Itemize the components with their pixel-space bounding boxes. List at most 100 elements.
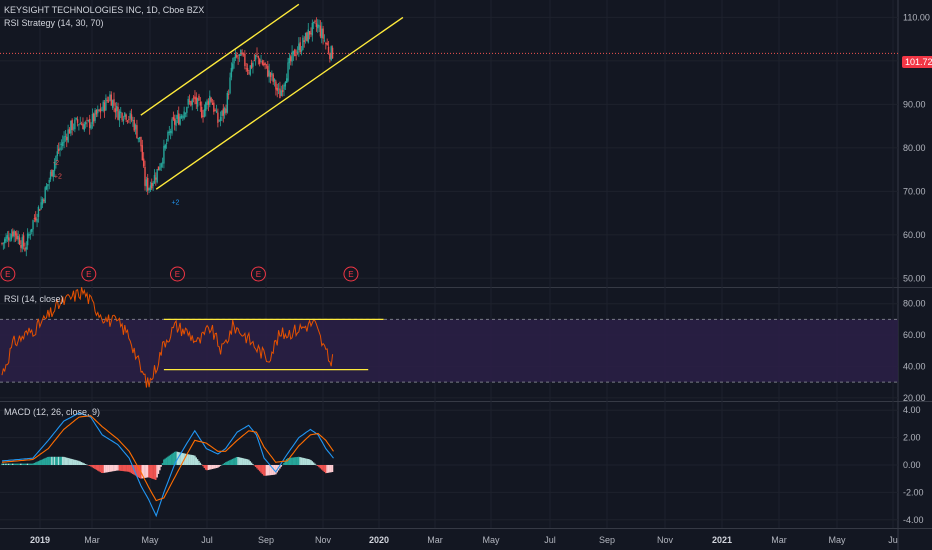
macd-histogram-bar <box>315 464 318 466</box>
rsi-legend[interactable]: RSI (14, close) <box>4 294 64 304</box>
macd-histogram-bar <box>241 457 243 465</box>
macd-histogram-bar <box>13 463 15 465</box>
macd-histogram-bar <box>330 465 332 473</box>
macd-legend[interactable]: MACD (12, 26, close, 9) <box>4 407 101 417</box>
macd-histogram-bar <box>38 460 41 465</box>
macd-histogram-bar <box>64 457 67 465</box>
candle-body <box>48 180 50 183</box>
macd-histogram-bar <box>308 459 311 465</box>
axis-layer: 2019 Mar May Jul Sep Nov 2020 Mar May Jul Sep Nov 20… <box>30 12 931 545</box>
time-axis-label: 2019 <box>30 535 50 545</box>
candle-body <box>99 108 102 113</box>
candle-body <box>79 123 81 124</box>
candle-body <box>140 136 142 147</box>
candle-body <box>115 106 118 112</box>
candle-body <box>12 231 14 236</box>
macd-histogram-bar <box>291 457 293 465</box>
candle-body <box>306 32 308 42</box>
macd-histogram-bar <box>37 461 40 465</box>
candle-body <box>144 166 146 186</box>
candle-body <box>268 70 270 77</box>
macd-histogram-bar <box>253 465 256 466</box>
macd-histogram-bar <box>202 465 204 467</box>
last-price-badge: 101.72 <box>902 56 932 68</box>
candle-body <box>37 206 40 217</box>
strategy-signal-label: +2 <box>171 199 179 206</box>
candle-body <box>82 123 84 130</box>
candle-body <box>186 107 188 113</box>
macd-histogram-bar <box>173 451 176 465</box>
candle-body <box>330 46 332 61</box>
candle-body <box>227 93 230 95</box>
macd-histogram-bar <box>219 465 222 466</box>
macd-histogram-bar <box>117 465 119 471</box>
candle-body <box>32 220 34 230</box>
candle-body <box>8 237 10 241</box>
macd-histogram-bar <box>215 465 218 469</box>
candle-body <box>221 110 223 117</box>
macd-histogram-bar <box>262 465 265 476</box>
candle-body <box>202 115 204 118</box>
candle-body <box>18 237 21 245</box>
price-axis-label: 60.00 <box>903 230 926 240</box>
candle-body <box>315 23 318 27</box>
macd-histogram-bar <box>10 463 13 465</box>
macd-histogram-bar <box>141 465 144 479</box>
earnings-marker <box>250 266 266 282</box>
candle-body <box>43 199 45 202</box>
candle-body <box>300 49 303 52</box>
macd-histogram-bar <box>213 465 215 469</box>
macd-histogram-bar <box>264 465 266 476</box>
macd-histogram-bar <box>106 465 108 473</box>
candle-body <box>241 52 243 55</box>
macd-histogram-bar <box>1 463 3 465</box>
strategy-signal-label: -2 <box>53 160 59 167</box>
earnings-marker-label: E <box>5 270 10 279</box>
candle-body <box>137 137 139 140</box>
macd-histogram-bar <box>322 465 324 471</box>
candle-body <box>132 119 134 121</box>
time-axis-label: 2021 <box>712 535 732 545</box>
candle-body <box>184 112 187 114</box>
macd-histogram-bar <box>59 456 61 465</box>
candle-body <box>252 62 254 67</box>
candle-body <box>207 101 210 105</box>
candle-body <box>103 102 106 112</box>
macd-histogram-bar <box>6 463 9 465</box>
macd-histogram-bar <box>60 456 63 465</box>
macd-histogram-bar <box>25 463 27 465</box>
macd-histogram-bar <box>91 465 94 468</box>
strategy-legend[interactable]: RSI Strategy (14, 30, 70) <box>4 18 104 28</box>
candle-body <box>308 31 311 35</box>
candle-body <box>187 98 189 105</box>
time-axis-label: Sep <box>599 535 615 545</box>
price-axis-label: 70.00 <box>903 186 926 196</box>
candle-body <box>317 24 319 29</box>
macd-histogram-bar <box>3 463 6 465</box>
candle-body <box>125 114 127 120</box>
macd-histogram-bar <box>159 465 161 471</box>
macd-histogram-bar <box>296 456 299 465</box>
candle-body <box>214 109 216 111</box>
macd-histogram-bar <box>99 465 102 473</box>
macd-histogram-bar <box>87 465 90 466</box>
macd-axis-label: 2.00 <box>903 433 921 443</box>
earnings-marker <box>343 266 359 282</box>
macd-histogram-bar <box>287 458 289 465</box>
macd-histogram-bar <box>90 465 92 467</box>
macd-histogram-bar <box>122 465 125 472</box>
candle-body <box>5 236 7 242</box>
candle-body <box>130 114 133 121</box>
time-axis-label: Nov <box>315 535 332 545</box>
candle-body <box>271 73 273 76</box>
time-axis-label: Sep <box>258 535 274 545</box>
macd-histogram-bar <box>107 465 110 473</box>
candle-body <box>110 94 112 106</box>
candle-body <box>114 108 117 113</box>
candle-body <box>1 243 3 244</box>
candle-body <box>229 77 231 94</box>
candle-body <box>14 231 17 236</box>
macd-histogram-bar <box>230 459 233 465</box>
candle-body <box>194 96 196 100</box>
